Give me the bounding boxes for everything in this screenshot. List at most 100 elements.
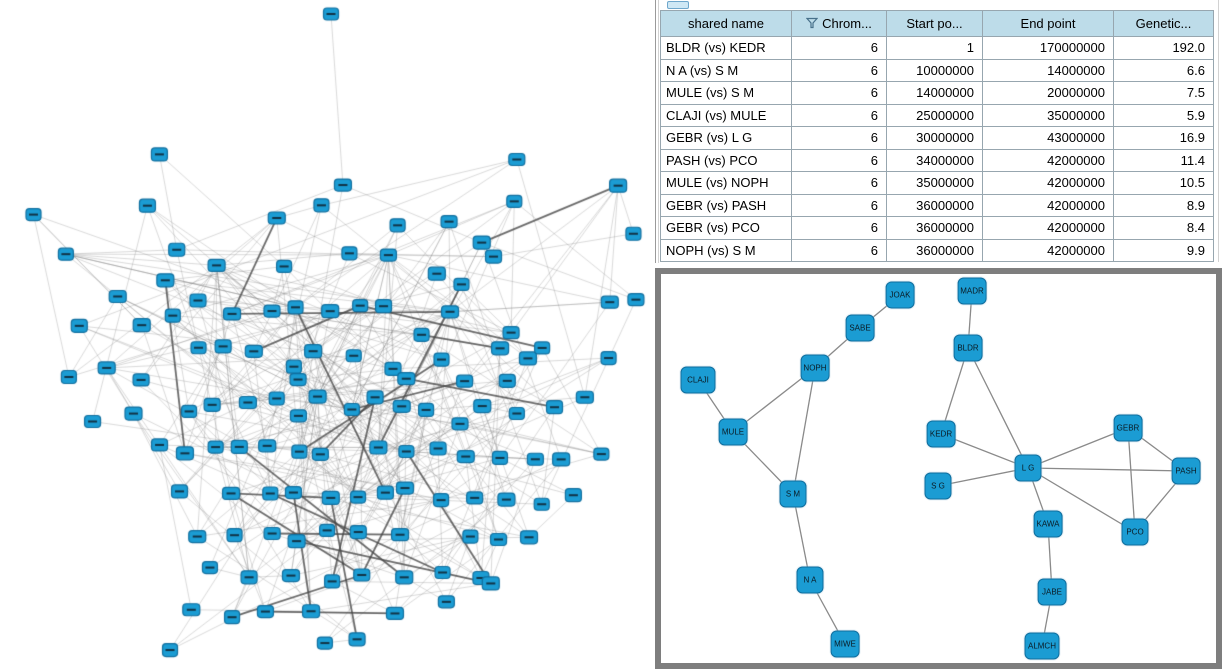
table-cell[interactable]: MULE (vs) NOPH bbox=[660, 171, 792, 195]
table-cell[interactable]: 6 bbox=[791, 36, 887, 60]
table-cell[interactable]: 35000000 bbox=[982, 103, 1114, 127]
node-s-m[interactable]: S M bbox=[779, 480, 807, 508]
column-header-chrom[interactable]: Chrom... bbox=[791, 10, 887, 37]
table-cell[interactable]: NOPH (vs) S M bbox=[660, 238, 792, 262]
table-cell[interactable]: GEBR (vs) L G bbox=[660, 126, 792, 150]
table-cell[interactable]: 6 bbox=[791, 103, 887, 127]
table-cell[interactable]: 7.5 bbox=[1113, 81, 1214, 105]
table-cell[interactable]: 10.5 bbox=[1113, 171, 1214, 195]
edge-BLDR-LG[interactable] bbox=[967, 347, 1029, 469]
table-cell[interactable]: 6 bbox=[791, 216, 887, 240]
node-label: ALMCH bbox=[1027, 641, 1056, 651]
table-cell[interactable]: 10000000 bbox=[886, 58, 983, 82]
edge-BLDR-KEDR[interactable] bbox=[940, 347, 969, 435]
edge-LG-PCO[interactable] bbox=[1027, 467, 1136, 533]
table-cell[interactable]: GEBR (vs) PCO bbox=[660, 216, 792, 240]
edge-GEBR-PCO[interactable] bbox=[1127, 427, 1136, 533]
table-row: GEBR (vs) PCO 6 36000000 42000000 8.4 bbox=[660, 216, 1214, 240]
table-cell[interactable]: 8.4 bbox=[1113, 216, 1214, 240]
column-header-shared-name[interactable]: shared name bbox=[660, 10, 792, 37]
column-header-label: Chrom... bbox=[822, 16, 872, 31]
column-header-end-point[interactable]: End point bbox=[982, 10, 1114, 37]
node-mule[interactable]: MULE bbox=[718, 418, 748, 446]
table-cell[interactable]: 8.9 bbox=[1113, 193, 1214, 217]
node-label: JOAK bbox=[889, 290, 911, 300]
table-cell[interactable]: 9.9 bbox=[1113, 238, 1214, 262]
table-cell[interactable]: 11.4 bbox=[1113, 148, 1214, 172]
h-scrollbar-thumb[interactable] bbox=[667, 1, 689, 9]
node-madr[interactable]: MADR bbox=[957, 277, 987, 305]
overview-network-canvas[interactable] bbox=[0, 0, 655, 669]
node-label: KAWA bbox=[1036, 519, 1060, 529]
node-jabe[interactable]: JABE bbox=[1037, 578, 1067, 606]
table-cell[interactable]: 43000000 bbox=[982, 126, 1114, 150]
edge-LG-PASH[interactable] bbox=[1027, 467, 1187, 472]
table-cell[interactable]: 16.9 bbox=[1113, 126, 1214, 150]
table-cell[interactable]: 42000000 bbox=[982, 216, 1114, 240]
edge-LG-GEBR[interactable] bbox=[1027, 427, 1129, 469]
node-s-g[interactable]: S G bbox=[924, 472, 952, 500]
node-pash[interactable]: PASH bbox=[1171, 457, 1201, 485]
table-row: GEBR (vs) L G 6 30000000 43000000 16.9 bbox=[660, 126, 1214, 150]
node-almch[interactable]: ALMCH bbox=[1024, 632, 1060, 660]
table-cell[interactable]: MULE (vs) S M bbox=[660, 81, 792, 105]
table-cell[interactable]: 36000000 bbox=[886, 216, 983, 240]
table-cell[interactable]: 6 bbox=[791, 58, 887, 82]
table-cell[interactable]: 1 bbox=[886, 36, 983, 60]
node-label: KEDR bbox=[929, 429, 953, 439]
node-kedr[interactable]: KEDR bbox=[926, 420, 956, 448]
column-header-start-po[interactable]: Start po... bbox=[886, 10, 983, 37]
panel-left-border-inner bbox=[658, 0, 659, 263]
node-joak[interactable]: JOAK bbox=[885, 281, 915, 309]
table-row: CLAJI (vs) MULE 6 25000000 35000000 5.9 bbox=[660, 103, 1214, 127]
node-noph[interactable]: NOPH bbox=[800, 354, 830, 382]
edge-KEDR-LG[interactable] bbox=[940, 433, 1029, 469]
table-header-row: shared name Chrom... Start po... End point G… bbox=[660, 10, 1214, 37]
table-cell[interactable]: 30000000 bbox=[886, 126, 983, 150]
table-cell[interactable]: 42000000 bbox=[982, 148, 1114, 172]
table-cell[interactable]: 170000000 bbox=[982, 36, 1114, 60]
table-cell[interactable]: 35000000 bbox=[886, 171, 983, 195]
filter-funnel-icon[interactable] bbox=[806, 17, 819, 29]
table-cell[interactable]: 36000000 bbox=[886, 193, 983, 217]
table-cell[interactable]: 20000000 bbox=[982, 81, 1114, 105]
subnetwork-canvas[interactable]: JOAK MADR SABE BLDR NOPH CLAJI MULE KEDR GEBR L G… bbox=[661, 274, 1216, 663]
table-cell[interactable]: 25000000 bbox=[886, 103, 983, 127]
table-cell[interactable]: 42000000 bbox=[982, 193, 1114, 217]
table-cell[interactable]: 36000000 bbox=[886, 238, 983, 262]
node-claji[interactable]: CLAJI bbox=[680, 366, 716, 394]
table-cell[interactable]: 6 bbox=[791, 238, 887, 262]
table-cell[interactable]: GEBR (vs) PASH bbox=[660, 193, 792, 217]
table-cell[interactable]: 6 bbox=[791, 126, 887, 150]
table-cell[interactable]: 42000000 bbox=[982, 171, 1114, 195]
edge-SM-NA[interactable] bbox=[792, 493, 811, 581]
node-l-g[interactable]: L G bbox=[1014, 454, 1042, 482]
table-cell[interactable]: N A (vs) S M bbox=[660, 58, 792, 82]
node-n-a[interactable]: N A bbox=[796, 566, 824, 594]
table-cell[interactable]: 14000000 bbox=[886, 81, 983, 105]
edge-NOPH-SM[interactable] bbox=[792, 367, 816, 495]
table-cell[interactable]: BLDR (vs) KEDR bbox=[660, 36, 792, 60]
table-cell[interactable]: 6.6 bbox=[1113, 58, 1214, 82]
table-cell[interactable]: 192.0 bbox=[1113, 36, 1214, 60]
table-cell[interactable]: PASH (vs) PCO bbox=[660, 148, 792, 172]
node-miwe[interactable]: MIWE bbox=[830, 630, 860, 658]
table-cell[interactable]: 6 bbox=[791, 171, 887, 195]
node-sabe[interactable]: SABE bbox=[845, 314, 875, 342]
table-cell[interactable]: 6 bbox=[791, 148, 887, 172]
node-bldr[interactable]: BLDR bbox=[953, 334, 983, 362]
table-cell[interactable]: 34000000 bbox=[886, 148, 983, 172]
node-pco[interactable]: PCO bbox=[1121, 518, 1149, 546]
node-gebr[interactable]: GEBR bbox=[1113, 414, 1143, 442]
subnetwork-edges bbox=[697, 290, 1187, 647]
table-cell[interactable]: 14000000 bbox=[982, 58, 1114, 82]
column-header-label: shared name bbox=[688, 16, 764, 31]
node-kawa[interactable]: KAWA bbox=[1033, 510, 1063, 538]
edge-SG-LG[interactable] bbox=[937, 467, 1029, 487]
table-cell[interactable]: 6 bbox=[791, 193, 887, 217]
table-cell[interactable]: CLAJI (vs) MULE bbox=[660, 103, 792, 127]
table-cell[interactable]: 42000000 bbox=[982, 238, 1114, 262]
table-cell[interactable]: 6 bbox=[791, 81, 887, 105]
column-header-genetic[interactable]: Genetic... bbox=[1113, 10, 1214, 37]
table-cell[interactable]: 5.9 bbox=[1113, 103, 1214, 127]
